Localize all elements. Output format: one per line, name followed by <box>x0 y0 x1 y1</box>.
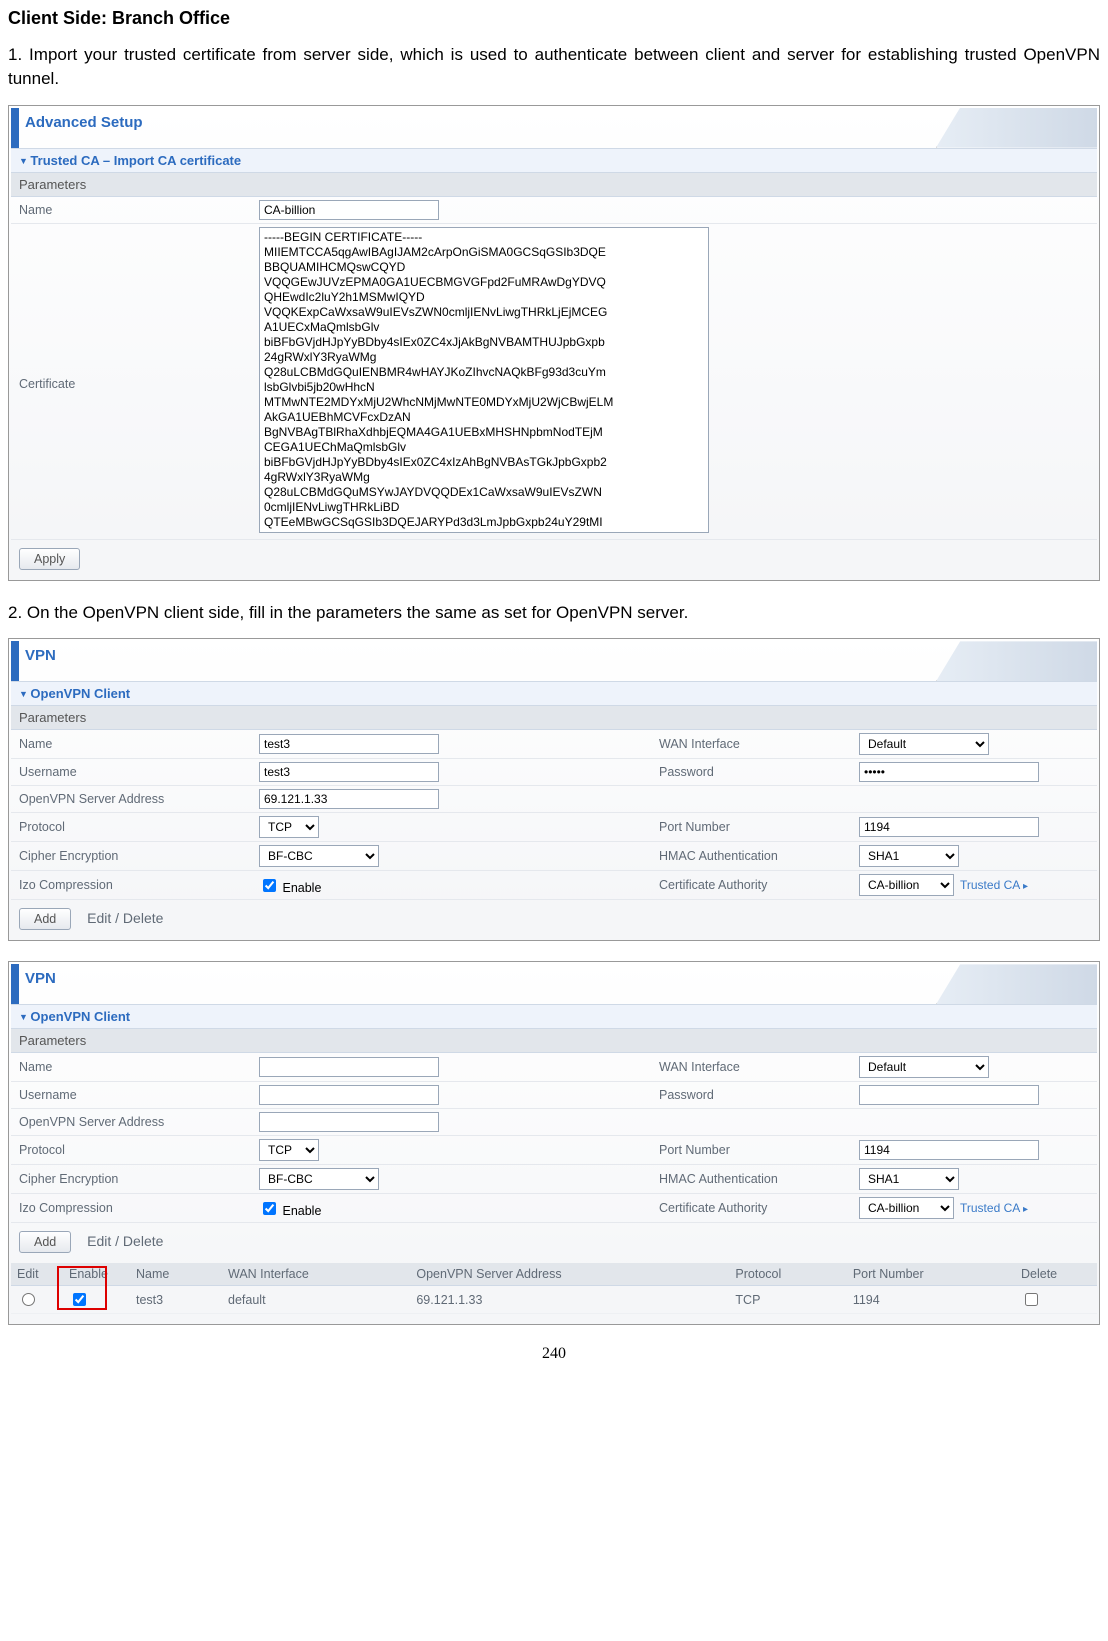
izo-checkbox[interactable] <box>263 879 276 892</box>
password-input[interactable] <box>859 762 1039 782</box>
cipher-label: Cipher Encryption <box>19 849 259 863</box>
wan-select[interactable]: Default <box>859 733 989 755</box>
name-input[interactable] <box>259 200 439 220</box>
panel-title: Advanced Setup <box>25 108 936 137</box>
header-graphic <box>936 964 1097 1004</box>
hmac-label: HMAC Authentication <box>659 849 859 863</box>
instruction-1: 1. Import your trusted certificate from … <box>8 43 1100 91</box>
certificate-label: Certificate <box>19 227 259 391</box>
name-label: Name <box>19 203 259 217</box>
port-label: Port Number <box>659 1143 859 1157</box>
col-edit: Edit <box>11 1263 63 1286</box>
server-address-label: OpenVPN Server Address <box>19 792 259 806</box>
cipher-select[interactable]: BF-CBC <box>259 845 379 867</box>
hmac-select[interactable]: SHA1 <box>859 1168 959 1190</box>
row-port: 1194 <box>847 1286 1015 1314</box>
blue-accent-bar <box>11 964 19 1004</box>
parameters-label: Parameters <box>11 706 1097 730</box>
password-input[interactable] <box>859 1085 1039 1105</box>
edit-delete-link[interactable]: Edit / Delete <box>75 1233 163 1249</box>
protocol-select[interactable]: TCP <box>259 1139 319 1161</box>
izo-label: Izo Compression <box>19 1201 259 1215</box>
client-listing-table: Edit Enable Name WAN Interface OpenVPN S… <box>11 1263 1097 1314</box>
add-button[interactable]: Add <box>19 908 71 930</box>
trusted-ca-link[interactable]: Trusted CA <box>954 878 1028 892</box>
ca-label: Certificate Authority <box>659 878 859 892</box>
enable-text: Enable <box>282 1204 321 1218</box>
port-input[interactable] <box>859 1140 1039 1160</box>
name-label: Name <box>19 737 259 751</box>
password-label: Password <box>659 765 859 779</box>
cipher-label: Cipher Encryption <box>19 1172 259 1186</box>
col-delete: Delete <box>1015 1263 1097 1286</box>
hmac-select[interactable]: SHA1 <box>859 845 959 867</box>
parameters-label: Parameters <box>11 1029 1097 1053</box>
row-addr: 69.121.1.33 <box>410 1286 729 1314</box>
username-input[interactable] <box>259 762 439 782</box>
section-title: OpenVPN Client <box>11 1004 1097 1029</box>
name-input[interactable] <box>259 734 439 754</box>
server-address-input[interactable] <box>259 789 439 809</box>
col-wan: WAN Interface <box>222 1263 410 1286</box>
row-delete-checkbox[interactable] <box>1025 1293 1038 1306</box>
blue-accent-bar <box>11 108 19 148</box>
row-proto: TCP <box>729 1286 846 1314</box>
section-title: OpenVPN Client <box>11 681 1097 706</box>
row-wan: default <box>222 1286 410 1314</box>
enable-text: Enable <box>282 881 321 895</box>
col-proto: Protocol <box>729 1263 846 1286</box>
panel-title: VPN <box>25 641 936 670</box>
port-input[interactable] <box>859 817 1039 837</box>
page-heading: Client Side: Branch Office <box>8 8 1100 29</box>
row-name: test3 <box>130 1286 222 1314</box>
wan-select[interactable]: Default <box>859 1056 989 1078</box>
ca-select[interactable]: CA-billion <box>859 1197 954 1219</box>
header-graphic <box>936 641 1097 681</box>
instruction-2: 2. On the OpenVPN client side, fill in t… <box>8 601 1100 625</box>
parameters-label: Parameters <box>11 173 1097 197</box>
panel-vpn-client-blank: VPN OpenVPN Client Parameters Name WAN I… <box>8 961 1100 1325</box>
hmac-label: HMAC Authentication <box>659 1172 859 1186</box>
password-label: Password <box>659 1088 859 1102</box>
protocol-label: Protocol <box>19 820 259 834</box>
blue-accent-bar <box>11 641 19 681</box>
protocol-label: Protocol <box>19 1143 259 1157</box>
trusted-ca-link[interactable]: Trusted CA <box>954 1201 1028 1215</box>
server-address-input[interactable] <box>259 1112 439 1132</box>
row-edit-radio[interactable] <box>22 1293 35 1306</box>
izo-checkbox[interactable] <box>263 1202 276 1215</box>
panel-advanced-setup: Advanced Setup Trusted CA – Import CA ce… <box>8 105 1100 581</box>
add-button[interactable]: Add <box>19 1231 71 1253</box>
wan-label: WAN Interface <box>659 737 859 751</box>
izo-label: Izo Compression <box>19 878 259 892</box>
username-label: Username <box>19 1088 259 1102</box>
ca-label: Certificate Authority <box>659 1201 859 1215</box>
header-graphic <box>936 108 1097 148</box>
edit-delete-link[interactable]: Edit / Delete <box>75 910 163 926</box>
table-row: test3 default 69.121.1.33 TCP 1194 <box>11 1286 1097 1314</box>
page-number: 240 <box>8 1345 1100 1363</box>
col-name: Name <box>130 1263 222 1286</box>
row-enable-checkbox[interactable] <box>73 1293 86 1306</box>
cipher-select[interactable]: BF-CBC <box>259 1168 379 1190</box>
panel-vpn-client-filled: VPN OpenVPN Client Parameters Name WAN I… <box>8 638 1100 941</box>
apply-button[interactable]: Apply <box>19 548 80 570</box>
certificate-textarea[interactable]: -----BEGIN CERTIFICATE----- MIIEMTCCA5qg… <box>259 227 709 533</box>
wan-label: WAN Interface <box>659 1060 859 1074</box>
name-input[interactable] <box>259 1057 439 1077</box>
server-address-label: OpenVPN Server Address <box>19 1115 259 1129</box>
protocol-select[interactable]: TCP <box>259 816 319 838</box>
col-enable: Enable <box>63 1263 130 1286</box>
name-label: Name <box>19 1060 259 1074</box>
port-label: Port Number <box>659 820 859 834</box>
col-port: Port Number <box>847 1263 1015 1286</box>
username-label: Username <box>19 765 259 779</box>
col-addr: OpenVPN Server Address <box>410 1263 729 1286</box>
ca-select[interactable]: CA-billion <box>859 874 954 896</box>
panel-title: VPN <box>25 964 936 993</box>
section-title: Trusted CA – Import CA certificate <box>11 148 1097 173</box>
username-input[interactable] <box>259 1085 439 1105</box>
